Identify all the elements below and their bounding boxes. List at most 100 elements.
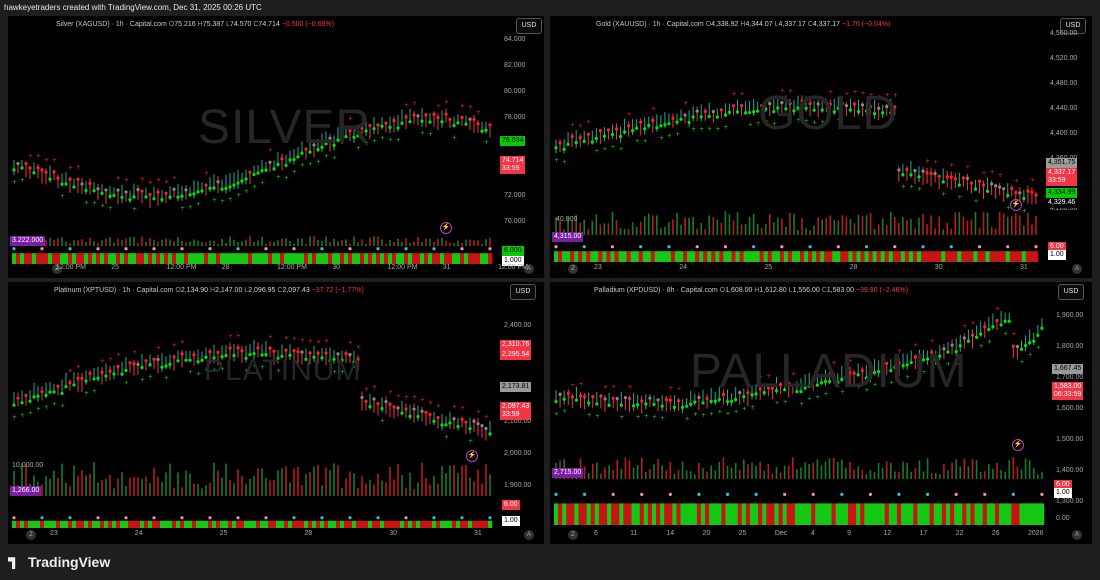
stop-marker: + (484, 414, 489, 421)
trend-marker (558, 392, 562, 396)
flash-icon[interactable]: ⚡ (1010, 199, 1022, 211)
chart-panel-gold[interactable]: + + + + + + + + + + + + + + + + + + + + + + + + + + + + + + + + + + + + + + + +… (550, 16, 1092, 278)
trend-marker (953, 177, 957, 181)
oscillator-bar (164, 520, 169, 528)
trend-marker (917, 358, 922, 362)
volume-bar (635, 226, 638, 235)
oscillator-bar (929, 251, 934, 262)
auto-scale-button[interactable]: A (524, 264, 534, 274)
trend-marker (979, 332, 983, 336)
oscillator-bar (656, 503, 661, 525)
stop-marker: + (28, 410, 33, 417)
price-chart[interactable]: ++++++++++++++++++++++++++++++++++++++++… (550, 16, 1092, 278)
oscillator-bar (400, 253, 405, 264)
volume-bar (669, 462, 672, 479)
trend-marker (659, 124, 663, 128)
watermark: PLATINUM (204, 354, 362, 387)
auto-scale-button[interactable]: A (1072, 530, 1082, 540)
trend-marker (985, 189, 990, 193)
volume-bar (389, 467, 391, 496)
trend-marker (610, 132, 615, 137)
trend-marker (232, 353, 236, 358)
oscillator-bar (900, 251, 906, 262)
volume-bar (828, 458, 831, 479)
volume-bar (253, 241, 255, 246)
stop-marker: + (675, 131, 680, 138)
volume-bar (105, 238, 107, 246)
volume-bar (789, 212, 791, 235)
chart-panel-silver[interactable]: + + + + + + + + + + + + + + + + + + + + + + + + + + + + + + + + + + + + + + + +… (8, 16, 544, 278)
volume-bar (189, 241, 191, 246)
currency-button[interactable]: USD (1060, 18, 1086, 34)
volume-bar (620, 468, 623, 479)
price-chart[interactable]: ++++++++++++++++++++++++++++++++++++++++… (550, 282, 1092, 544)
oscillator-bar (570, 503, 575, 525)
oscillator-bar (308, 253, 313, 264)
trend-marker (212, 186, 216, 190)
price-label: 4,334.99 (1046, 188, 1078, 198)
volume-bar (906, 462, 908, 479)
chart-panel-platinum[interactable]: + + + + + + + + + + + + + + + + + + + + + + + + + + + + + + + + + + + + + + + +… (8, 282, 544, 544)
volume-bar (748, 216, 751, 235)
volume-bar (309, 471, 311, 496)
trend-marker (664, 397, 668, 402)
chart-panel-palladium[interactable]: + + + + + + + + + + + + + + + + + + + + + + + + + + + + + + + + + + + + + + + +… (550, 282, 1092, 544)
oscillator-label: 1.00 (502, 516, 520, 526)
currency-button[interactable]: USD (1058, 284, 1084, 300)
zoom-button[interactable]: Z (568, 530, 578, 540)
oscillator-bar (184, 520, 189, 528)
oscillator-bar (578, 503, 583, 525)
oscillator-bar (892, 251, 898, 262)
trend-marker (408, 120, 412, 124)
header-text: hawkeyetraders created with TradingView.… (4, 3, 262, 12)
flash-icon[interactable]: ⚡ (466, 450, 478, 462)
oscillator-bar (264, 253, 269, 264)
oscillator-bar (1027, 503, 1033, 525)
currency-button[interactable]: USD (516, 18, 542, 34)
oscillator-bar (901, 503, 906, 525)
stop-marker: + (979, 343, 984, 350)
currency-button[interactable]: USD (510, 284, 536, 300)
stop-marker: + (180, 205, 185, 212)
x-axis-tick: 12 (883, 530, 892, 537)
oscillator-bar (304, 520, 309, 528)
stop-marker: + (1011, 331, 1016, 338)
oscillator-bar (574, 251, 579, 262)
oscillator-bar (586, 503, 592, 525)
oscillator-bar (20, 520, 25, 528)
oscillator-bar (735, 251, 740, 262)
volume-bar (994, 228, 997, 235)
flash-icon[interactable]: ⚡ (440, 222, 452, 234)
signal-dot (348, 247, 352, 251)
oscillator-bar (1005, 251, 1011, 262)
oscillator-label: 6.000 (502, 246, 524, 256)
trend-marker (772, 109, 776, 114)
tradingview-logo[interactable]: TradingView (8, 554, 110, 570)
signal-dot (96, 516, 100, 520)
auto-scale-button[interactable]: A (524, 530, 534, 540)
trend-marker (28, 399, 32, 403)
volume-bar (865, 474, 868, 479)
x-axis-tick: 12:00 PM (56, 264, 86, 271)
stop-marker: + (20, 177, 25, 184)
stop-marker: + (740, 91, 745, 98)
signal-dot (893, 245, 897, 249)
volume-bar (837, 220, 840, 235)
price-chart[interactable]: ++++++++++++++++++++++++++++++++++++++++… (8, 16, 544, 278)
trend-marker (774, 389, 779, 393)
oscillator-bar (717, 503, 722, 525)
zoom-button[interactable]: Z (568, 264, 578, 274)
signal-dot (949, 245, 953, 249)
zoom-button[interactable]: Z (52, 264, 62, 274)
auto-scale-button[interactable]: A (1072, 264, 1082, 274)
trend-marker (937, 174, 941, 178)
flash-icon[interactable]: ⚡ (1012, 439, 1024, 451)
trend-marker (840, 101, 844, 106)
price-chart[interactable]: ++++++++++++++++++++++++++++++++++++++++… (8, 282, 544, 544)
trend-marker (795, 390, 799, 394)
trend-marker (16, 396, 20, 400)
stop-marker: + (124, 379, 129, 386)
zoom-button[interactable]: Z (26, 530, 36, 540)
oscillator-bar (172, 253, 177, 264)
oscillator-bar (252, 520, 257, 528)
